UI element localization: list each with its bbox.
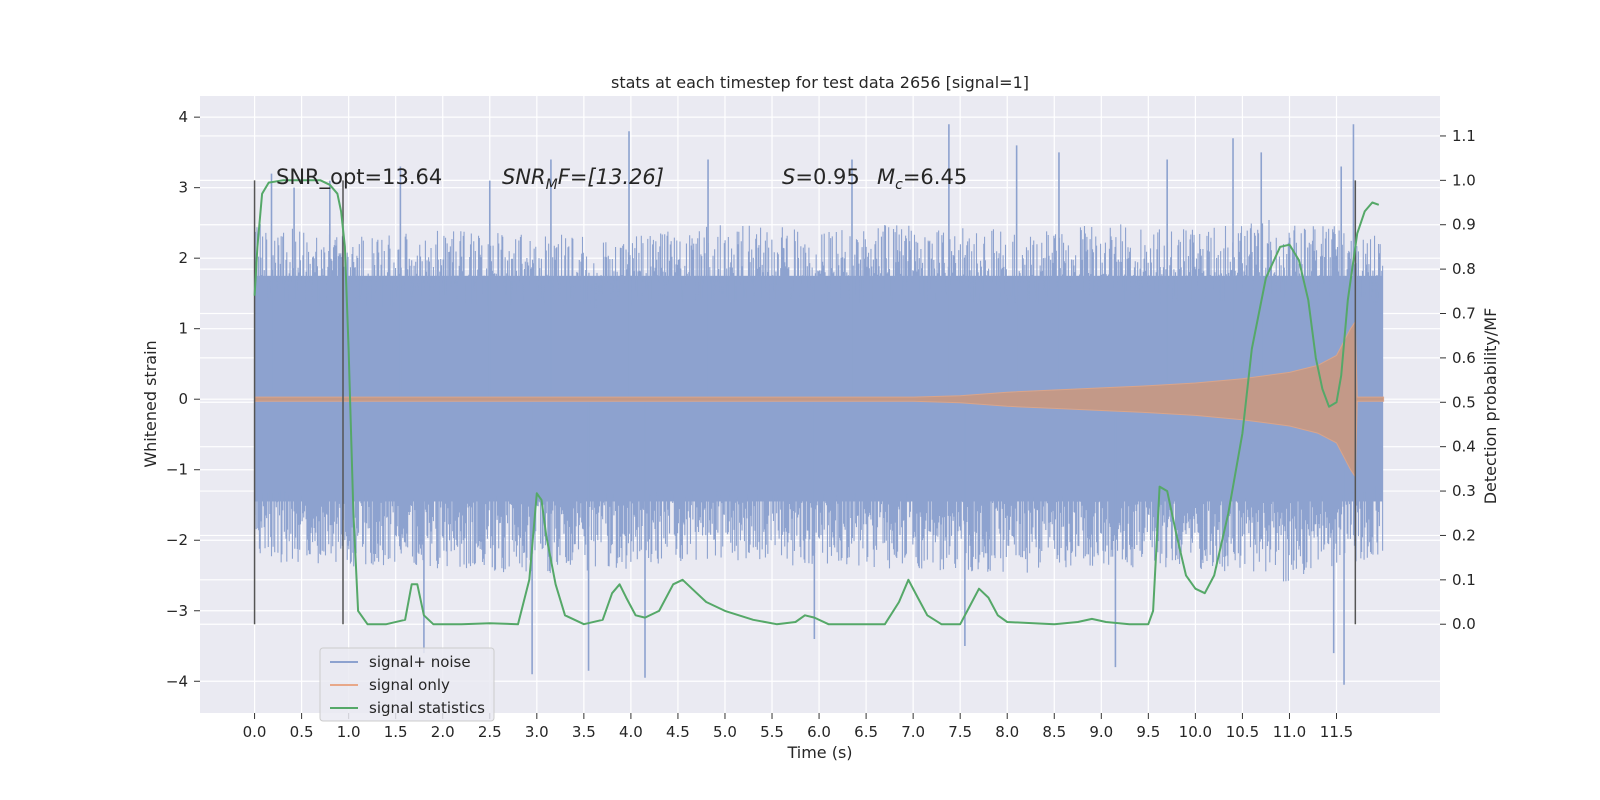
y-left-tick-label-3: −1 [166,461,188,479]
y-left-tick-label-7: 3 [178,179,188,197]
y-left-tick-label-5: 1 [178,320,188,338]
legend-label-signal-noise: signal+ noise [369,653,471,671]
y-right-tick-label-6: 0.6 [1452,349,1476,367]
x-tick-label-13: 6.5 [854,723,878,741]
x-tick-label-3: 1.5 [384,723,408,741]
y-right-tick-label-11: 1.1 [1452,127,1476,145]
y-left-tick-label-1: −3 [166,602,188,620]
y-right-tick-label-4: 0.4 [1452,438,1476,456]
mc-value: =6.45 [903,165,967,189]
x-tick-label-17: 8.5 [1042,723,1066,741]
annotation-mc: Mc=6.45 [877,165,967,193]
x-tick-label-2: 1.0 [337,723,361,741]
x-axis-label: Time (s) [786,743,852,762]
signal-statistics-line [253,179,1380,626]
y-right-axis-label: Detection probability/MF [1481,308,1500,505]
x-tick-label-22: 11.0 [1273,723,1306,741]
annotation-snr-opt: SNR_opt=13.64 [276,165,442,190]
x-tick-label-4: 2.0 [431,723,455,741]
y-right-tick-label-0: 0.0 [1452,615,1476,633]
x-axis-ticks: 0.0 0.5 1.0 1.5 2.0 2.5 3.0 3.5 4.0 4.5 5.0 5.5 6.0 6… [243,713,1353,741]
x-tick-label-19: 9.5 [1136,723,1160,741]
x-tick-label-0: 0.0 [243,723,267,741]
signal-only-envelope [254,319,1385,479]
y-right-tick-label-3: 0.3 [1452,482,1476,500]
y-right-axis-ticks: 0.0 0.1 0.2 0.3 0.4 0.5 0.6 0.7 0.8 0.9 1.0 1.1 [1440,127,1476,633]
legend-label-signal-statistics: signal statistics [369,699,485,717]
y-left-tick-label-6: 2 [178,249,188,267]
y-left-axis-ticks: −4 −3 −2 −1 0 1 2 3 4 [166,108,200,690]
plot-content [253,124,1385,685]
snr-mf-subscript: M [546,177,558,193]
y-left-tick-label-4: 0 [178,390,188,408]
mc-symbol: M [877,165,895,189]
x-tick-label-16: 8.0 [995,723,1019,741]
s-value: =0.95 [795,165,859,189]
snr-mf-symbol: SNR [502,165,546,189]
x-tick-label-23: 11.5 [1320,723,1353,741]
x-tick-label-1: 0.5 [290,723,314,741]
x-tick-label-21: 10.5 [1226,723,1259,741]
s-symbol: S [782,165,795,189]
x-tick-label-8: 4.0 [619,723,643,741]
y-right-tick-label-8: 0.8 [1452,260,1476,278]
x-tick-label-20: 10.0 [1179,723,1212,741]
x-tick-label-18: 9.0 [1089,723,1113,741]
y-right-tick-label-10: 1.0 [1452,171,1476,189]
vertical-markers [253,180,1357,625]
legend: signal+ noise signal only signal statist… [319,647,495,722]
annotation-s: S=0.95 [782,165,860,189]
y-right-tick-label-7: 0.7 [1452,305,1476,323]
y-left-tick-label-8: 4 [178,108,188,126]
snr-mf-value: F=[13.26] [558,165,664,189]
signal-only-series [254,319,1385,479]
y-right-tick-label-5: 0.5 [1452,393,1476,411]
x-tick-label-14: 7.0 [901,723,925,741]
annotation-snr-mf: SNRMF=[13.26] [502,165,664,193]
x-tick-label-10: 5.0 [713,723,737,741]
y-right-tick-label-9: 0.9 [1452,216,1476,234]
mc-subscript: c [895,177,903,193]
y-left-tick-label-0: −4 [166,672,188,690]
legend-label-signal-only: signal only [369,676,450,694]
signal-statistics-series [253,179,1380,626]
y-left-axis-label: Whitened strain [141,340,160,467]
x-tick-label-6: 3.0 [525,723,549,741]
x-tick-label-9: 4.5 [666,723,690,741]
x-tick-label-5: 2.5 [478,723,502,741]
x-tick-label-15: 7.5 [948,723,972,741]
y-right-tick-label-2: 0.2 [1452,526,1476,544]
x-tick-label-7: 3.5 [572,723,596,741]
x-tick-label-11: 5.5 [760,723,784,741]
y-right-tick-label-1: 0.1 [1452,571,1476,589]
legend-box [319,647,495,722]
y-left-tick-label-2: −2 [166,531,188,549]
x-tick-label-12: 6.0 [807,723,831,741]
chart-title: stats at each timestep for test data 265… [611,73,1029,92]
